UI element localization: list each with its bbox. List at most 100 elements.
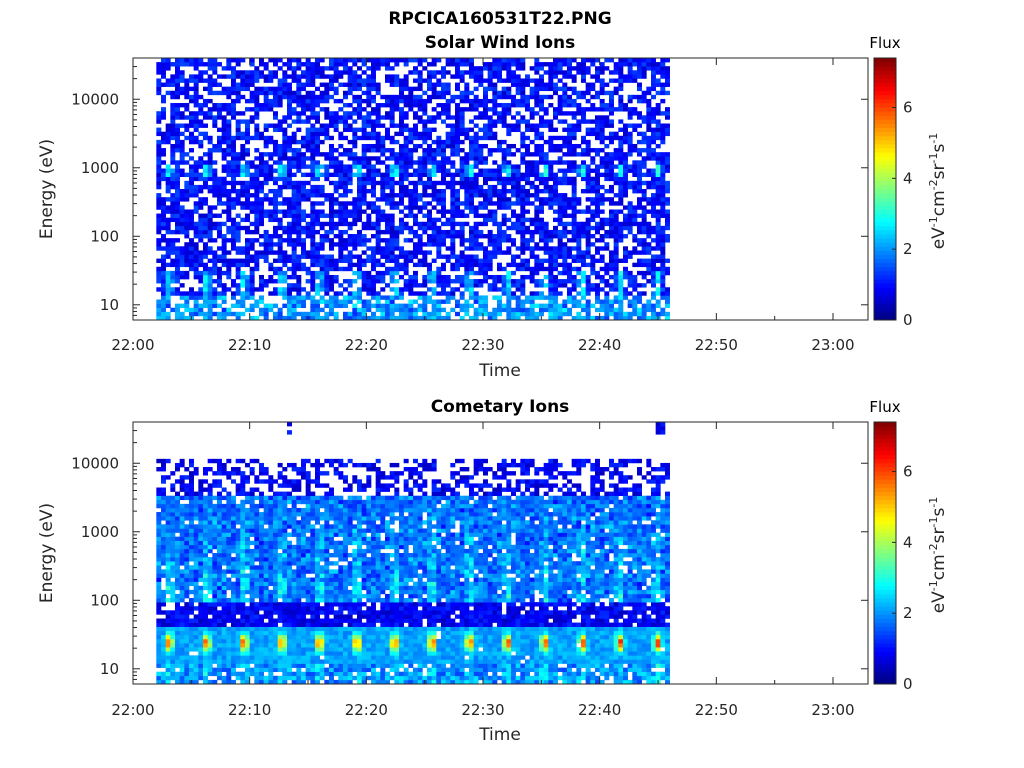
heatmap-cell <box>296 168 302 173</box>
heatmap-cell <box>366 86 372 92</box>
heatmap-cell <box>483 127 488 132</box>
heatmap-cell <box>431 180 437 186</box>
heatmap-cell <box>399 303 404 309</box>
heatmap-cell <box>651 172 656 178</box>
heatmap-cell <box>371 62 376 67</box>
heatmap-cell <box>655 279 661 284</box>
heatmap-cell <box>548 234 554 239</box>
heatmap-cell <box>385 193 390 198</box>
heatmap-cell <box>254 221 260 227</box>
heatmap-cell <box>417 94 423 100</box>
heatmap-cell <box>259 58 264 63</box>
heatmap-cell <box>431 90 437 96</box>
heatmap-cell <box>380 123 386 128</box>
heatmap-cell <box>599 172 605 178</box>
heatmap-cell <box>441 201 446 206</box>
heatmap-cell <box>263 176 269 182</box>
heatmap-cell <box>627 217 633 223</box>
heatmap-cell <box>445 107 451 112</box>
heatmap-cell <box>198 139 204 145</box>
heatmap-cell <box>221 258 227 263</box>
heatmap-cell <box>357 127 362 132</box>
heatmap-cell <box>263 103 269 108</box>
heatmap-cell <box>655 201 661 206</box>
heatmap-cell <box>375 221 381 227</box>
heatmap-cell <box>385 217 390 223</box>
heatmap-cell <box>455 229 460 235</box>
colorbar-segment <box>874 148 896 153</box>
heatmap-cell <box>515 168 521 173</box>
heatmap-cell <box>338 172 344 178</box>
heatmap-cell <box>165 197 171 202</box>
heatmap-cell <box>221 311 227 317</box>
heatmap-cell <box>189 94 194 100</box>
heatmap-cell <box>534 242 540 247</box>
heatmap-cell <box>543 139 549 145</box>
heatmap-cell <box>305 62 311 67</box>
heatmap-cell <box>506 307 512 313</box>
heatmap-cell <box>627 94 633 100</box>
heatmap-cell <box>492 70 498 75</box>
heatmap-cell <box>487 217 493 223</box>
heatmap-cell <box>254 180 260 186</box>
heatmap-cell <box>646 127 652 132</box>
heatmap-cell <box>501 139 507 145</box>
heatmap-cell <box>221 283 227 288</box>
heatmap-cell <box>296 254 302 259</box>
heatmap-cell <box>441 94 446 100</box>
heatmap-cell <box>613 135 619 141</box>
heatmap-cell <box>263 246 269 251</box>
heatmap-cell <box>385 78 390 83</box>
heatmap-cell <box>329 115 334 120</box>
heatmap-cell <box>627 221 633 227</box>
heatmap-cell <box>249 193 255 198</box>
heatmap-cell <box>287 229 292 235</box>
heatmap-cell <box>347 58 353 63</box>
heatmap-cell <box>315 299 320 304</box>
heatmap-cell <box>352 246 358 251</box>
heatmap-cell <box>665 287 670 292</box>
heatmap-cell <box>506 303 512 309</box>
heatmap-cell <box>380 189 386 194</box>
heatmap-cell <box>632 164 638 169</box>
heatmap-cell <box>655 160 661 165</box>
heatmap-cell <box>548 229 554 235</box>
heatmap-cell <box>511 115 516 120</box>
heatmap-cell <box>497 176 502 182</box>
heatmap-cell <box>613 225 619 231</box>
heatmap-cell <box>459 213 465 218</box>
heatmap-cell <box>305 291 311 296</box>
heatmap-cell <box>450 58 456 63</box>
heatmap-cell <box>375 107 381 112</box>
heatmap-cell <box>595 225 600 231</box>
heatmap-cell <box>431 234 437 239</box>
heatmap-cell <box>618 98 624 104</box>
heatmap-cell <box>464 238 470 243</box>
heatmap-cell <box>613 262 619 268</box>
heatmap-cell <box>641 66 647 71</box>
heatmap-cell <box>268 250 274 255</box>
heatmap-cell <box>221 123 227 128</box>
heatmap-cell <box>165 184 171 190</box>
heatmap-cell <box>203 311 208 317</box>
heatmap-cell <box>646 229 652 235</box>
heatmap-cell <box>179 197 185 202</box>
heatmap-cell <box>175 279 180 284</box>
heatmap-cell <box>431 148 437 153</box>
heatmap-cell <box>287 156 292 161</box>
heatmap-cell <box>389 98 395 104</box>
heatmap-cell <box>273 176 278 182</box>
heatmap-cell <box>301 262 306 268</box>
heatmap-cell <box>571 295 577 300</box>
heatmap-cell <box>417 176 423 182</box>
heatmap-cell <box>497 303 502 309</box>
heatmap-cell <box>473 148 479 153</box>
heatmap-cell <box>268 242 274 247</box>
heatmap-cell <box>221 238 227 243</box>
heatmap-cell <box>492 287 498 292</box>
heatmap-cell <box>170 131 176 137</box>
heatmap-cell <box>464 98 470 104</box>
heatmap-cell <box>576 70 582 75</box>
colorbar-segment <box>874 246 896 251</box>
heatmap-cell <box>329 262 334 268</box>
